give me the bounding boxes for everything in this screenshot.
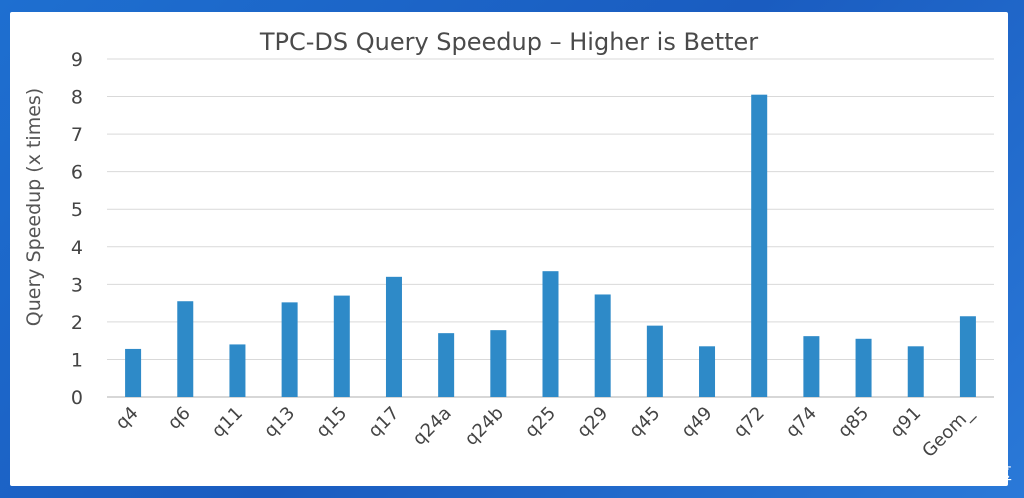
x-tick-label: Geom_ <box>918 402 978 462</box>
bar-q49 <box>699 346 716 397</box>
y-tick-label: 2 <box>71 312 83 334</box>
x-ticks: q4 q6 q11 q13 q15 q17 q24a q24b q25 q29 q45 q49 q72 q… <box>112 402 979 462</box>
bar-q24b <box>490 330 507 397</box>
bar-q17 <box>385 276 402 397</box>
x-tick-label: q11 <box>208 403 247 442</box>
bar-q24a <box>438 333 455 397</box>
y-tick-label: 7 <box>71 124 83 146</box>
bar-q15 <box>333 295 350 397</box>
bar-q25 <box>542 271 559 397</box>
x-tick-label: q24a <box>409 403 456 450</box>
y-tick-label: 6 <box>71 162 83 184</box>
bars <box>125 94 976 397</box>
y-tick-label: 0 <box>71 387 83 409</box>
bar-q29 <box>594 294 611 397</box>
chart-title: TPC-DS Query Speedup – Higher is Better <box>259 28 758 56</box>
bar-q13 <box>281 302 298 397</box>
x-tick-label: q4 <box>112 403 143 434</box>
x-tick-label: q29 <box>573 403 612 442</box>
x-tick-label: q49 <box>677 403 716 442</box>
bar-q72 <box>751 94 768 397</box>
bar-q74 <box>803 336 820 397</box>
y-tick-label: 8 <box>71 87 83 109</box>
bar-q45 <box>646 325 663 397</box>
x-tick-label: q91 <box>886 403 925 442</box>
gridlines <box>107 58 994 398</box>
x-tick-label: q25 <box>521 403 560 442</box>
watermark-text: @稀土掘金技术社区 <box>867 464 1012 483</box>
chart-card: TPC-DS Query Speedup – Higher is Better … <box>10 12 1008 486</box>
bar-q6 <box>177 301 194 397</box>
x-tick-label: q15 <box>312 403 351 442</box>
x-tick-label: q45 <box>625 403 664 442</box>
x-tick-label: q72 <box>730 403 769 442</box>
y-tick-label: 3 <box>71 274 83 296</box>
y-tick-label: 9 <box>71 49 83 71</box>
bar-q91 <box>907 346 924 397</box>
y-tick-label: 5 <box>71 199 83 221</box>
x-tick-label: q24b <box>461 403 508 450</box>
y-tick-label: 1 <box>71 349 83 371</box>
bar-q11 <box>229 344 246 397</box>
x-tick-label: q6 <box>164 403 195 434</box>
x-tick-label: q85 <box>834 403 873 442</box>
y-axis-label: Query Speedup (x times) <box>23 88 45 326</box>
bar-q85 <box>855 338 872 397</box>
x-tick-label: q74 <box>782 403 821 442</box>
bar-geom_ <box>959 316 976 397</box>
x-tick-label: q13 <box>260 403 299 442</box>
y-ticks: 0 1 2 3 4 5 6 7 8 9 <box>71 49 83 409</box>
x-tick-label: q17 <box>364 403 403 442</box>
bar-q4 <box>125 348 142 397</box>
y-tick-label: 4 <box>71 237 83 259</box>
bar-chart: TPC-DS Query Speedup – Higher is Better … <box>23 28 994 462</box>
